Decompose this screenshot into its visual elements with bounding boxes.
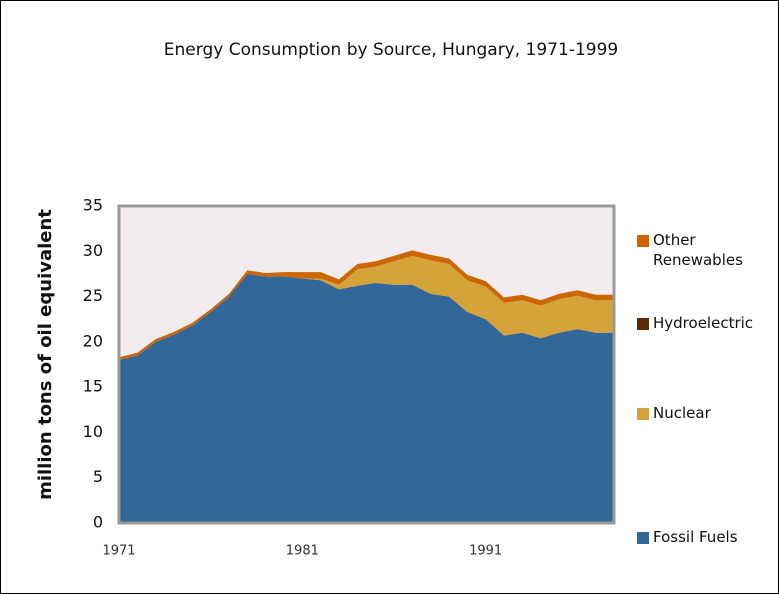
y-tick-label: 10 (83, 422, 103, 441)
y-tick-label: 35 (83, 196, 103, 215)
y-tick-label: 25 (83, 286, 103, 305)
area (119, 273, 614, 523)
legend-swatch (637, 318, 649, 330)
area (119, 255, 614, 360)
y-tick-label: 20 (83, 331, 103, 350)
plot-border (117, 204, 616, 525)
legend-label: Nuclear (653, 404, 711, 422)
x-tick-label: 1981 (286, 544, 319, 559)
legend-label: Fossil Fuels (653, 528, 738, 546)
area (119, 250, 614, 360)
legend-swatch (637, 235, 649, 247)
x-tick-label: 1971 (102, 544, 135, 559)
legend-swatch (637, 532, 649, 544)
legend-label: Hydroelectric (653, 314, 754, 332)
y-tick-label: 5 (93, 467, 103, 486)
legend-label: Other Renewables (653, 231, 743, 269)
legend-swatch (637, 408, 649, 420)
chart-title: Energy Consumption by Source, Hungary, 1… (163, 40, 619, 60)
y-tick-label: 30 (83, 241, 103, 260)
x-tick-label: 1991 (469, 544, 502, 559)
y-axis-label: million tons of oil equivalent (35, 209, 56, 500)
y-tick-label: 0 (93, 513, 103, 532)
y-tick-label: 15 (83, 377, 103, 396)
